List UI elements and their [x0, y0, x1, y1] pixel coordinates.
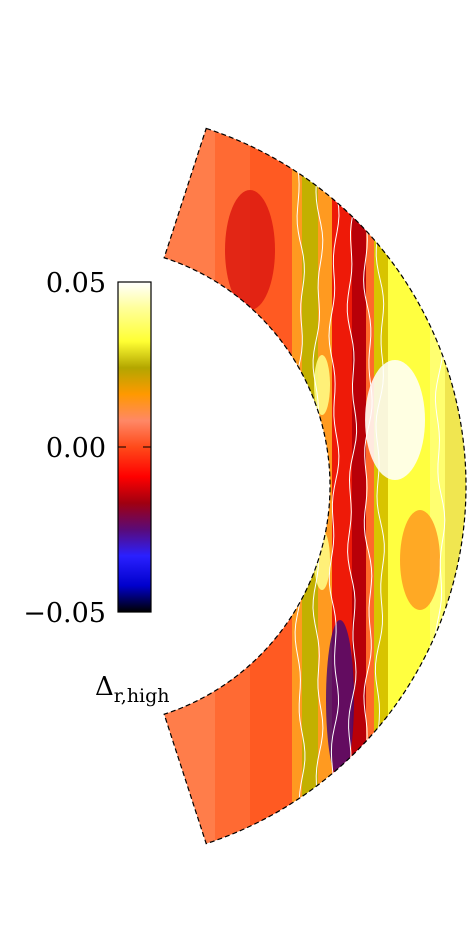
colorbar-title: Δr,high — [95, 672, 170, 707]
field-patch — [365, 360, 425, 480]
field-band — [250, 128, 293, 844]
field-band — [374, 128, 389, 844]
field-patch — [400, 510, 440, 610]
colorbar: 0.05 0.00 −0.05 Δr,high — [23, 268, 169, 707]
field-patch — [314, 355, 330, 415]
contour-line — [312, 128, 324, 844]
field-patch — [326, 620, 354, 780]
field-patch — [132, 32, 148, 48]
field-band — [215, 128, 251, 844]
field-band — [302, 128, 319, 844]
field-band — [366, 128, 375, 844]
field-patch — [130, 890, 150, 910]
shell-outline — [163, 127, 467, 845]
colorbar-title-main: Δ — [95, 672, 114, 702]
colorbar-tick-label: 0.00 — [46, 433, 106, 464]
colorbar-tick-label: −0.05 — [23, 598, 106, 629]
field-band — [292, 128, 303, 844]
field-band — [164, 128, 216, 844]
field-band — [318, 128, 333, 844]
field-patch — [225, 190, 275, 310]
colorbar-tick-label: 0.05 — [46, 268, 106, 299]
contour-line — [294, 128, 306, 844]
field-band — [445, 128, 466, 844]
colorbar-title-sub: r,high — [114, 685, 170, 707]
field-band — [352, 128, 367, 844]
